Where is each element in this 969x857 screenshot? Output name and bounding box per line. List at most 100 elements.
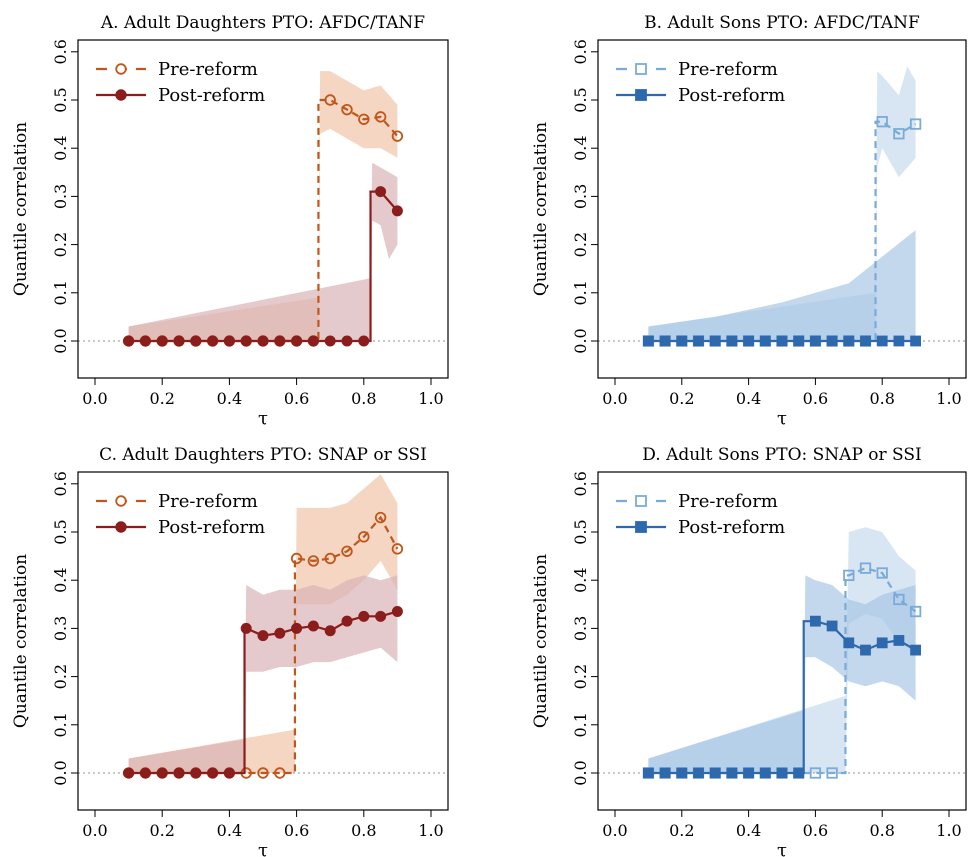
data-point-post [190, 335, 202, 347]
data-point-post [324, 625, 336, 637]
data-point-post [173, 767, 185, 779]
x-tick-label: 1.0 [936, 821, 961, 840]
data-point-post [274, 627, 286, 639]
data-point-post [776, 767, 788, 779]
x-tick-label: 0.6 [284, 821, 309, 840]
legend-marker-pre [635, 63, 647, 75]
series-line-post [128, 190, 399, 343]
y-tick-label: 0.3 [51, 616, 70, 641]
y-tick-label: 0.6 [571, 471, 590, 496]
data-point-post [240, 335, 252, 347]
data-point-post [643, 335, 654, 347]
data-point-post [826, 620, 838, 632]
data-point-pre [358, 113, 370, 125]
data-point-post [139, 767, 151, 779]
data-point-post [726, 335, 738, 347]
x-tick-label: 1.0 [418, 389, 443, 408]
y-tick-label: 0.4 [571, 135, 590, 160]
data-point-post [726, 767, 738, 779]
data-point-post [240, 622, 252, 634]
confidence-band-post [648, 230, 916, 341]
data-point-post [709, 767, 721, 779]
data-point-post [207, 767, 219, 779]
y-tick-label: 0.5 [571, 87, 590, 112]
data-point-post [910, 644, 921, 656]
data-point-post [893, 335, 905, 347]
x-tick-label: 1.0 [936, 389, 961, 408]
confidence-band-pre [128, 71, 398, 341]
data-point-post [743, 767, 754, 779]
data-point-post [810, 615, 821, 627]
data-point-post [676, 335, 688, 347]
data-point-post [223, 335, 235, 347]
y-tick-label: 0.3 [51, 184, 70, 209]
y-axis-label: Quantile correlation [11, 554, 31, 728]
y-axis-label: Quantile correlation [11, 122, 31, 296]
series-line-pre [648, 120, 917, 343]
y-tick-label: 0.2 [571, 664, 590, 689]
chart-panel-a: A. Adult Daughters PTO: AFDC/TANF 0.0 0.2 0… [11, 13, 449, 429]
data-point-post [876, 335, 888, 347]
data-point-pre [859, 562, 872, 574]
x-tick-label: 0.6 [803, 821, 828, 840]
chart-title: C. Adult Daughters PTO: SNAP or SSI [99, 445, 427, 465]
data-point-post [391, 205, 403, 217]
chart-panel-b: B. Adult Sons PTO: AFDC/TANF 0.0 0.2 0.4 0.6… [531, 13, 967, 429]
legend-label-pre: Pre-reform [158, 59, 258, 80]
y-tick-label: 0.1 [51, 280, 70, 305]
data-point-post [759, 767, 771, 779]
y-tick-label: 0.5 [51, 519, 70, 544]
legend-label-pre: Pre-reform [678, 491, 778, 512]
y-axis-label: Quantile correlation [531, 554, 551, 728]
confidence-band-pre [648, 66, 916, 342]
x-axis-label: τ [777, 840, 787, 857]
legend-label-post: Post-reform [678, 517, 785, 538]
data-point-post [307, 620, 319, 632]
confidence-band-post [648, 575, 916, 773]
series-line-pre [128, 98, 399, 343]
legend-label-pre: Pre-reform [158, 491, 258, 512]
chart-panel-d: D. Adult Sons PTO: SNAP or SSI 0.0 0.2 0.4 0… [531, 445, 967, 857]
y-tick-label: 0.0 [51, 328, 70, 353]
x-tick-label: 0.2 [669, 821, 694, 840]
y-tick-label: 0.5 [51, 87, 70, 112]
x-axis-label: τ [777, 408, 787, 429]
data-point-post [223, 767, 235, 779]
data-point-post [139, 335, 151, 347]
data-point-post [341, 615, 353, 627]
data-point-post [358, 335, 370, 347]
legend-marker-pre [115, 63, 127, 75]
y-tick-label: 0.5 [571, 519, 590, 544]
data-point-pre [324, 552, 336, 565]
data-point-pre [391, 543, 404, 555]
data-point-post [759, 335, 771, 347]
x-axis-label: τ [258, 408, 268, 429]
data-point-pre [809, 767, 822, 779]
confidence-band-post [128, 575, 398, 773]
data-point-post [190, 767, 202, 779]
data-point-post [173, 335, 185, 347]
data-point-post [375, 610, 387, 622]
y-tick-label: 0.0 [571, 760, 590, 785]
y-tick-label: 0.1 [571, 280, 590, 305]
data-point-pre [257, 767, 269, 779]
x-tick-label: 0.0 [82, 821, 107, 840]
data-point-post [910, 335, 921, 347]
data-point-post [843, 335, 855, 347]
y-tick-label: 0.2 [571, 232, 590, 257]
data-point-post [876, 637, 888, 649]
x-tick-label: 1.0 [418, 821, 443, 840]
x-tick-label: 0.0 [602, 821, 627, 840]
data-point-post [676, 767, 688, 779]
data-point-pre [843, 569, 855, 582]
data-point-post [207, 335, 219, 347]
x-tick-label: 0.6 [284, 389, 309, 408]
confidence-band-pre [128, 474, 398, 773]
y-tick-label: 0.6 [571, 39, 590, 64]
x-axis-label: τ [258, 840, 268, 857]
data-point-post [274, 335, 286, 347]
x-tick-label: 0.4 [736, 389, 761, 408]
plot-frame [77, 39, 449, 379]
chart-title: D. Adult Sons PTO: SNAP or SSI [642, 445, 922, 465]
y-tick-label: 0.4 [51, 135, 70, 160]
